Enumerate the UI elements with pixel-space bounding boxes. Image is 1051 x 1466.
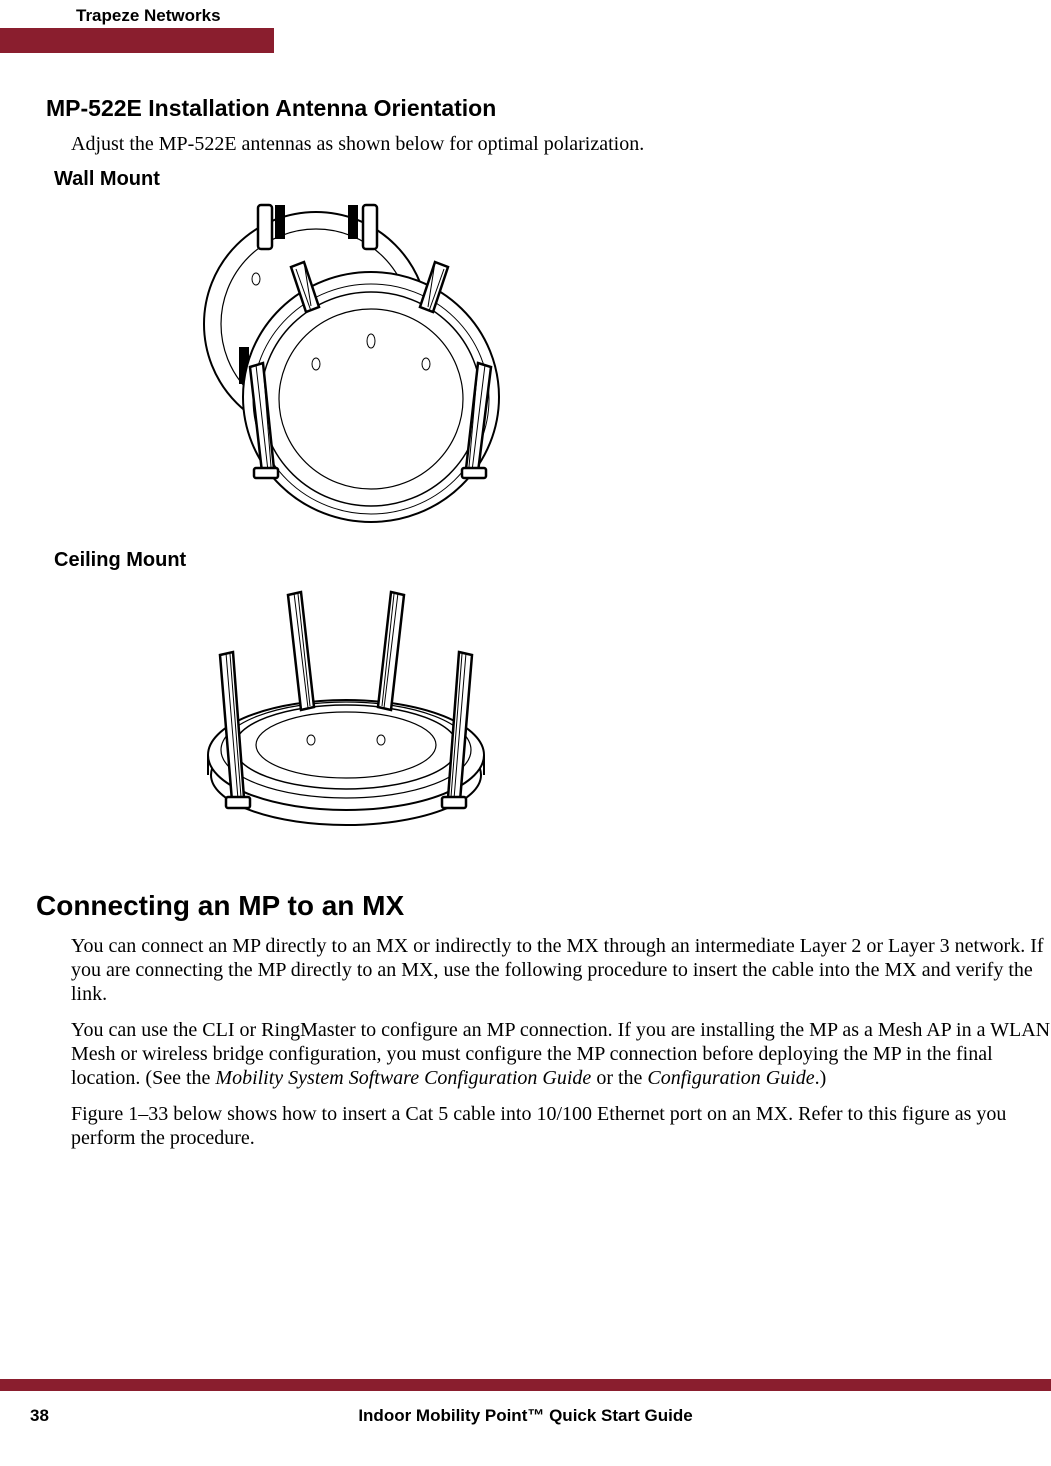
wall-mount-figure <box>196 199 1051 529</box>
section-heading-antenna: MP-522E Installation Antenna Orientation <box>46 95 1051 122</box>
connecting-para2: You can use the CLI or RingMaster to con… <box>71 1018 1051 1090</box>
ceiling-mount-heading: Ceiling Mount <box>54 549 1051 572</box>
header-company-name: Trapeze Networks <box>76 6 221 26</box>
connecting-para3: Figure 1–33 below shows how to insert a … <box>71 1102 1051 1150</box>
ceiling-mount-figure <box>196 580 1051 850</box>
intro-paragraph: Adjust the MP-522E antennas as shown bel… <box>71 132 1051 156</box>
header-color-bar <box>0 28 274 53</box>
para2-italic2: Configuration Guide <box>647 1067 814 1089</box>
ceiling-mount-diagram-icon <box>196 580 496 850</box>
footer-color-bar <box>0 1379 1051 1391</box>
para2-italic1: Mobility System Software Configuration G… <box>215 1067 591 1089</box>
wall-mount-diagram-icon <box>196 199 506 529</box>
section-heading-connecting: Connecting an MP to an MX <box>36 890 1051 922</box>
footer-document-title: Indoor Mobility Point™ Quick Start Guide <box>0 1406 1051 1426</box>
para2-text-c: .) <box>815 1067 827 1089</box>
connecting-para1: You can connect an MP directly to an MX … <box>71 934 1051 1006</box>
wall-mount-heading: Wall Mount <box>54 168 1051 191</box>
para2-text-b: or the <box>591 1067 647 1089</box>
page-content: MP-522E Installation Antenna Orientation… <box>46 95 1051 1162</box>
